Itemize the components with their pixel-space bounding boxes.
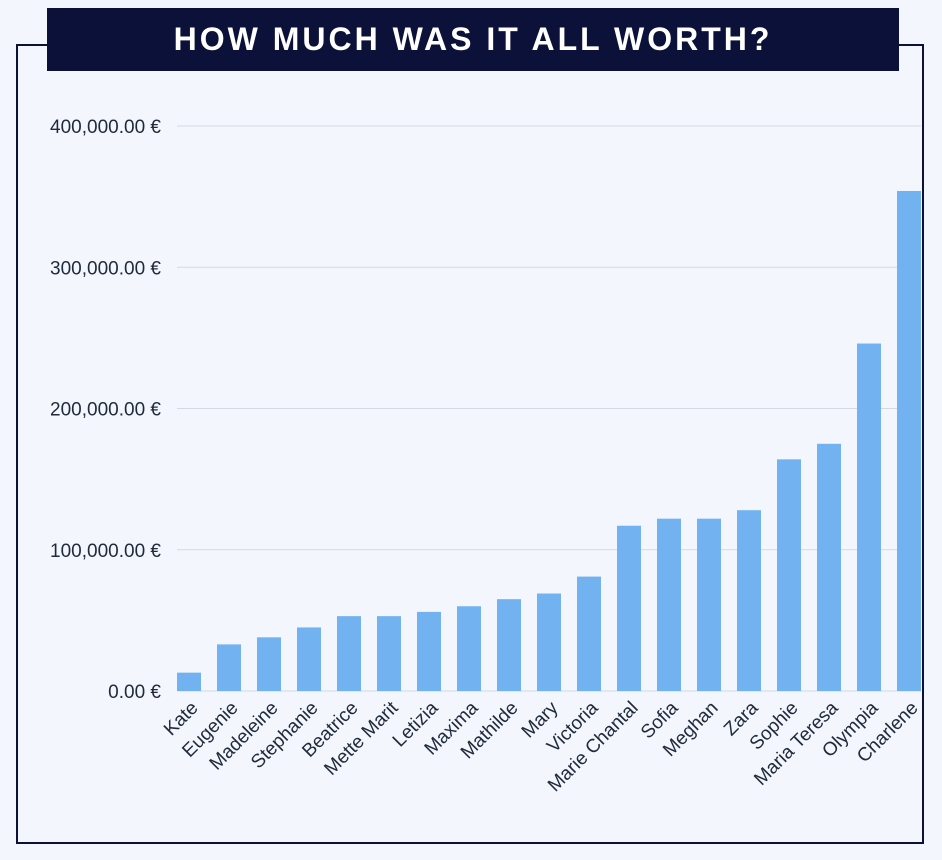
y-tick-label: 400,000.00 €	[50, 117, 161, 138]
bar-mary	[537, 593, 561, 691]
bar-marie-chantal	[617, 525, 641, 691]
bar-victoria	[577, 576, 601, 691]
title-banner: HOW MUCH WAS IT ALL WORTH?	[47, 8, 899, 71]
bar-madeleine	[257, 637, 281, 691]
bars	[177, 190, 921, 691]
bar-meghan	[697, 518, 721, 691]
y-tick-label: 300,000.00 €	[50, 258, 161, 279]
bar-sofia	[657, 518, 681, 691]
x-axis-labels: KateEugenieMadeleineStephanieBeatriceMet…	[160, 697, 922, 796]
bar-olympia	[857, 343, 881, 691]
y-tick-label: 0.00 €	[108, 682, 161, 703]
bar-beatrice	[337, 616, 361, 691]
bar-stephanie	[297, 627, 321, 691]
bar-letizia	[417, 611, 441, 691]
y-tick-label: 200,000.00 €	[50, 400, 161, 421]
bar-mette-marit	[377, 616, 401, 691]
bar-maria-teresa	[817, 443, 841, 691]
y-tick-label: 100,000.00 €	[50, 541, 161, 562]
bar-mathilde	[497, 599, 521, 691]
bar-maxima	[457, 606, 481, 691]
bar-sophie	[777, 459, 801, 691]
bar-eugenie	[217, 644, 241, 691]
bar-kate	[177, 672, 201, 691]
bar-zara	[737, 510, 761, 691]
chart-title: HOW MUCH WAS IT ALL WORTH?	[173, 21, 773, 57]
bar-charlene	[897, 190, 921, 691]
y-axis-ticks: 0.00 € 100,000.00 € 200,000.00 € 300,000.00…	[50, 117, 161, 703]
